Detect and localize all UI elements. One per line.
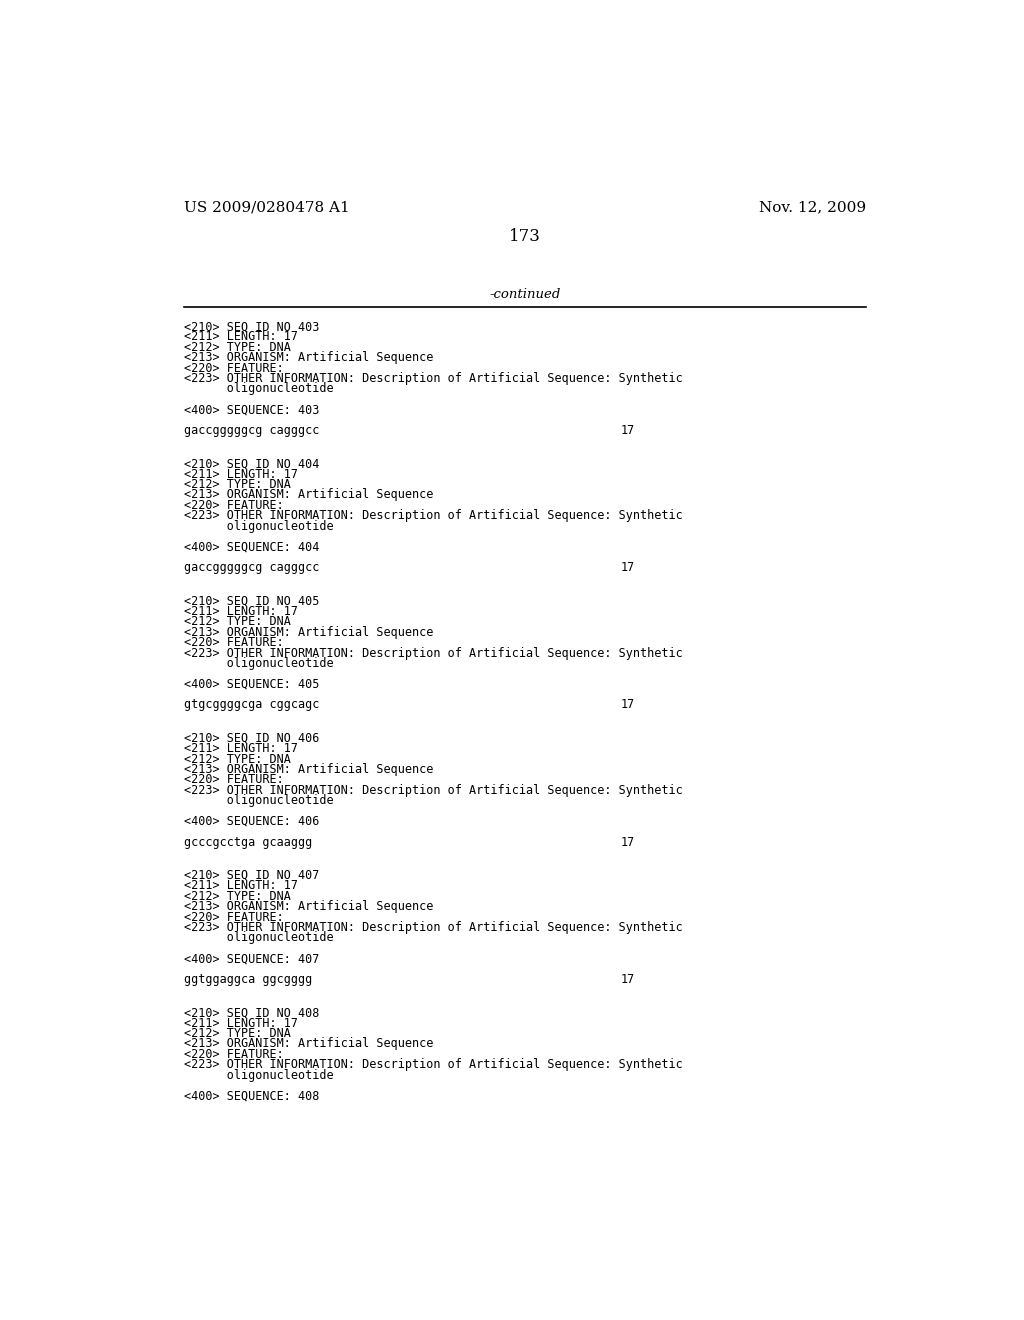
Text: <223> OTHER INFORMATION: Description of Artificial Sequence: Synthetic: <223> OTHER INFORMATION: Description of … — [183, 372, 683, 385]
Text: <210> SEQ ID NO 406: <210> SEQ ID NO 406 — [183, 731, 319, 744]
Text: <212> TYPE: DNA: <212> TYPE: DNA — [183, 890, 291, 903]
Text: <213> ORGANISM: Artificial Sequence: <213> ORGANISM: Artificial Sequence — [183, 626, 433, 639]
Text: <212> TYPE: DNA: <212> TYPE: DNA — [183, 615, 291, 628]
Text: <400> SEQUENCE: 405: <400> SEQUENCE: 405 — [183, 677, 319, 690]
Text: <400> SEQUENCE: 407: <400> SEQUENCE: 407 — [183, 952, 319, 965]
Text: <210> SEQ ID NO 407: <210> SEQ ID NO 407 — [183, 869, 319, 882]
Text: <223> OTHER INFORMATION: Description of Artificial Sequence: Synthetic: <223> OTHER INFORMATION: Description of … — [183, 1059, 683, 1071]
Text: <211> LENGTH: 17: <211> LENGTH: 17 — [183, 467, 298, 480]
Text: <213> ORGANISM: Artificial Sequence: <213> ORGANISM: Artificial Sequence — [183, 763, 433, 776]
Text: Nov. 12, 2009: Nov. 12, 2009 — [759, 201, 866, 215]
Text: oligonucleotide: oligonucleotide — [183, 932, 334, 944]
Text: <210> SEQ ID NO 408: <210> SEQ ID NO 408 — [183, 1006, 319, 1019]
Text: <400> SEQUENCE: 408: <400> SEQUENCE: 408 — [183, 1089, 319, 1102]
Text: 17: 17 — [621, 561, 635, 574]
Text: <212> TYPE: DNA: <212> TYPE: DNA — [183, 478, 291, 491]
Text: -continued: -continued — [489, 288, 560, 301]
Text: <213> ORGANISM: Artificial Sequence: <213> ORGANISM: Artificial Sequence — [183, 488, 433, 502]
Text: US 2009/0280478 A1: US 2009/0280478 A1 — [183, 201, 349, 215]
Text: gtgcggggcga cggcagc: gtgcggggcga cggcagc — [183, 698, 319, 711]
Text: <211> LENGTH: 17: <211> LENGTH: 17 — [183, 330, 298, 343]
Text: <220> FEATURE:: <220> FEATURE: — [183, 1048, 284, 1061]
Text: <211> LENGTH: 17: <211> LENGTH: 17 — [183, 879, 298, 892]
Text: <210> SEQ ID NO 404: <210> SEQ ID NO 404 — [183, 457, 319, 470]
Text: <211> LENGTH: 17: <211> LENGTH: 17 — [183, 1016, 298, 1030]
Text: <212> TYPE: DNA: <212> TYPE: DNA — [183, 1027, 291, 1040]
Text: gaccgggggcg cagggcc: gaccgggggcg cagggcc — [183, 424, 319, 437]
Text: oligonucleotide: oligonucleotide — [183, 795, 334, 807]
Text: 17: 17 — [621, 973, 635, 986]
Text: ggtggaggca ggcgggg: ggtggaggca ggcgggg — [183, 973, 312, 986]
Text: 17: 17 — [621, 424, 635, 437]
Text: <400> SEQUENCE: 404: <400> SEQUENCE: 404 — [183, 540, 319, 553]
Text: gcccgcctga gcaaggg: gcccgcctga gcaaggg — [183, 836, 312, 849]
Text: <223> OTHER INFORMATION: Description of Artificial Sequence: Synthetic: <223> OTHER INFORMATION: Description of … — [183, 647, 683, 660]
Text: 17: 17 — [621, 698, 635, 711]
Text: <213> ORGANISM: Artificial Sequence: <213> ORGANISM: Artificial Sequence — [183, 900, 433, 913]
Text: <400> SEQUENCE: 403: <400> SEQUENCE: 403 — [183, 404, 319, 416]
Text: <211> LENGTH: 17: <211> LENGTH: 17 — [183, 605, 298, 618]
Text: <223> OTHER INFORMATION: Description of Artificial Sequence: Synthetic: <223> OTHER INFORMATION: Description of … — [183, 510, 683, 523]
Text: <210> SEQ ID NO 405: <210> SEQ ID NO 405 — [183, 594, 319, 607]
Text: <212> TYPE: DNA: <212> TYPE: DNA — [183, 341, 291, 354]
Text: 173: 173 — [509, 227, 541, 244]
Text: oligonucleotide: oligonucleotide — [183, 1069, 334, 1081]
Text: <223> OTHER INFORMATION: Description of Artificial Sequence: Synthetic: <223> OTHER INFORMATION: Description of … — [183, 921, 683, 935]
Text: <212> TYPE: DNA: <212> TYPE: DNA — [183, 752, 291, 766]
Text: <210> SEQ ID NO 403: <210> SEQ ID NO 403 — [183, 321, 319, 333]
Text: <220> FEATURE:: <220> FEATURE: — [183, 636, 284, 649]
Text: <220> FEATURE:: <220> FEATURE: — [183, 911, 284, 924]
Text: oligonucleotide: oligonucleotide — [183, 657, 334, 669]
Text: <213> ORGANISM: Artificial Sequence: <213> ORGANISM: Artificial Sequence — [183, 1038, 433, 1051]
Text: gaccgggggcg cagggcc: gaccgggggcg cagggcc — [183, 561, 319, 574]
Text: <211> LENGTH: 17: <211> LENGTH: 17 — [183, 742, 298, 755]
Text: <223> OTHER INFORMATION: Description of Artificial Sequence: Synthetic: <223> OTHER INFORMATION: Description of … — [183, 784, 683, 797]
Text: <220> FEATURE:: <220> FEATURE: — [183, 499, 284, 512]
Text: <213> ORGANISM: Artificial Sequence: <213> ORGANISM: Artificial Sequence — [183, 351, 433, 364]
Text: <220> FEATURE:: <220> FEATURE: — [183, 362, 284, 375]
Text: oligonucleotide: oligonucleotide — [183, 383, 334, 396]
Text: <220> FEATURE:: <220> FEATURE: — [183, 774, 284, 787]
Text: oligonucleotide: oligonucleotide — [183, 520, 334, 533]
Text: 17: 17 — [621, 836, 635, 849]
Text: <400> SEQUENCE: 406: <400> SEQUENCE: 406 — [183, 814, 319, 828]
